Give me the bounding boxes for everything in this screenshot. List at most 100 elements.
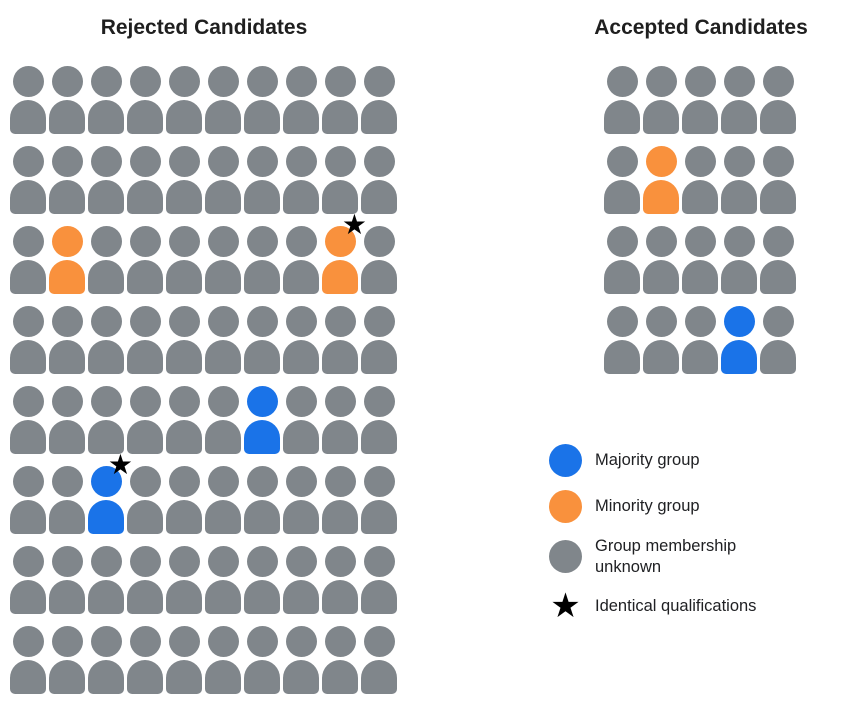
person-head: [324, 546, 356, 577]
person-body: [760, 180, 796, 214]
person-icon-unknown: [361, 306, 397, 374]
person-icon-unknown: [205, 626, 241, 694]
person-icon-unknown: [721, 226, 757, 294]
person-body: [10, 100, 46, 134]
person-head: [363, 546, 395, 577]
person-icon-unknown: [88, 306, 124, 374]
person-head: [12, 226, 44, 257]
person-body: [361, 500, 397, 534]
person-body: [49, 420, 85, 454]
legend-label: Minority group: [595, 497, 700, 516]
person-head: [684, 66, 716, 97]
person-body: [127, 500, 163, 534]
person-icon-unknown: [49, 146, 85, 214]
person-icon-unknown: [49, 546, 85, 614]
person-icon-unknown: [721, 66, 757, 134]
person-icon-unknown: [244, 546, 280, 614]
person-icon-unknown: [361, 386, 397, 454]
legend-item-majority: Majority group: [549, 444, 849, 477]
person-head: [51, 386, 83, 417]
person-icon-unknown: [361, 146, 397, 214]
legend-label: Identical qualifications: [595, 597, 757, 616]
legend-item-unknown: Group membership unknown: [549, 536, 849, 577]
person-head: [168, 306, 200, 337]
person-body: [205, 420, 241, 454]
person-icon-unknown: [127, 66, 163, 134]
person-body: [127, 180, 163, 214]
person-body: [361, 660, 397, 694]
person-head: [207, 546, 239, 577]
person-icon-unknown: [205, 146, 241, 214]
person-head: [168, 546, 200, 577]
person-head: [723, 226, 755, 257]
person-icon-unknown: [604, 66, 640, 134]
person-icon-unknown: [244, 466, 280, 534]
person-body: [244, 260, 280, 294]
person-icon-unknown: [127, 626, 163, 694]
person-body: [49, 580, 85, 614]
person-icon-unknown: [244, 306, 280, 374]
person-body: [49, 100, 85, 134]
person-head: [207, 386, 239, 417]
person-icon-minority: ★: [322, 211, 367, 294]
person-head: [606, 226, 638, 257]
person-body: [166, 180, 202, 214]
person-body: [49, 500, 85, 534]
person-icon-unknown: [283, 466, 319, 534]
person-body: [49, 180, 85, 214]
person-body: [10, 500, 46, 534]
person-icon-unknown: [283, 626, 319, 694]
person-body: [88, 100, 124, 134]
person-icon-unknown: [127, 546, 163, 614]
person-body: [643, 340, 679, 374]
person-icon-unknown: [604, 146, 640, 214]
person-head: [285, 466, 317, 497]
person-head: [645, 306, 677, 337]
person-head: [324, 226, 356, 257]
person-body: [10, 580, 46, 614]
person-body: [361, 180, 397, 214]
person-head: [285, 226, 317, 257]
person-head: [246, 146, 278, 177]
person-icon-unknown: [49, 626, 85, 694]
person-body: [205, 580, 241, 614]
person-body: [127, 580, 163, 614]
person-icon-unknown: [10, 626, 46, 694]
person-body: [283, 100, 319, 134]
person-icon-unknown: [205, 306, 241, 374]
person-head: [51, 226, 83, 257]
person-icon-unknown: [682, 226, 718, 294]
person-head: [363, 466, 395, 497]
person-head: [363, 386, 395, 417]
person-icon-unknown: [205, 466, 241, 534]
accepted-candidates-title: Accepted Candidates: [594, 16, 808, 39]
person-body: [88, 340, 124, 374]
person-body: [322, 660, 358, 694]
person-body: [127, 340, 163, 374]
person-head: [129, 546, 161, 577]
person-icon-minority: [643, 146, 679, 214]
person-body: [682, 260, 718, 294]
person-icon-unknown: [244, 626, 280, 694]
person-head: [285, 626, 317, 657]
person-head: [246, 466, 278, 497]
person-head: [207, 146, 239, 177]
person-icon-unknown: [205, 226, 241, 294]
person-body: [88, 660, 124, 694]
person-head: [606, 306, 638, 337]
person-head: [90, 386, 122, 417]
person-body: [205, 100, 241, 134]
person-head: [684, 306, 716, 337]
person-icon-unknown: [361, 466, 397, 534]
person-body: [127, 100, 163, 134]
person-icon-unknown: [88, 66, 124, 134]
person-body: [760, 100, 796, 134]
legend-majority-circle-icon: [549, 444, 582, 477]
person-head: [207, 466, 239, 497]
person-head: [51, 466, 83, 497]
person-head: [684, 226, 716, 257]
person-icon-unknown: [322, 306, 358, 374]
person-body: [49, 660, 85, 694]
person-icon-majority: ★: [88, 451, 133, 534]
person-icon-unknown: [10, 146, 46, 214]
